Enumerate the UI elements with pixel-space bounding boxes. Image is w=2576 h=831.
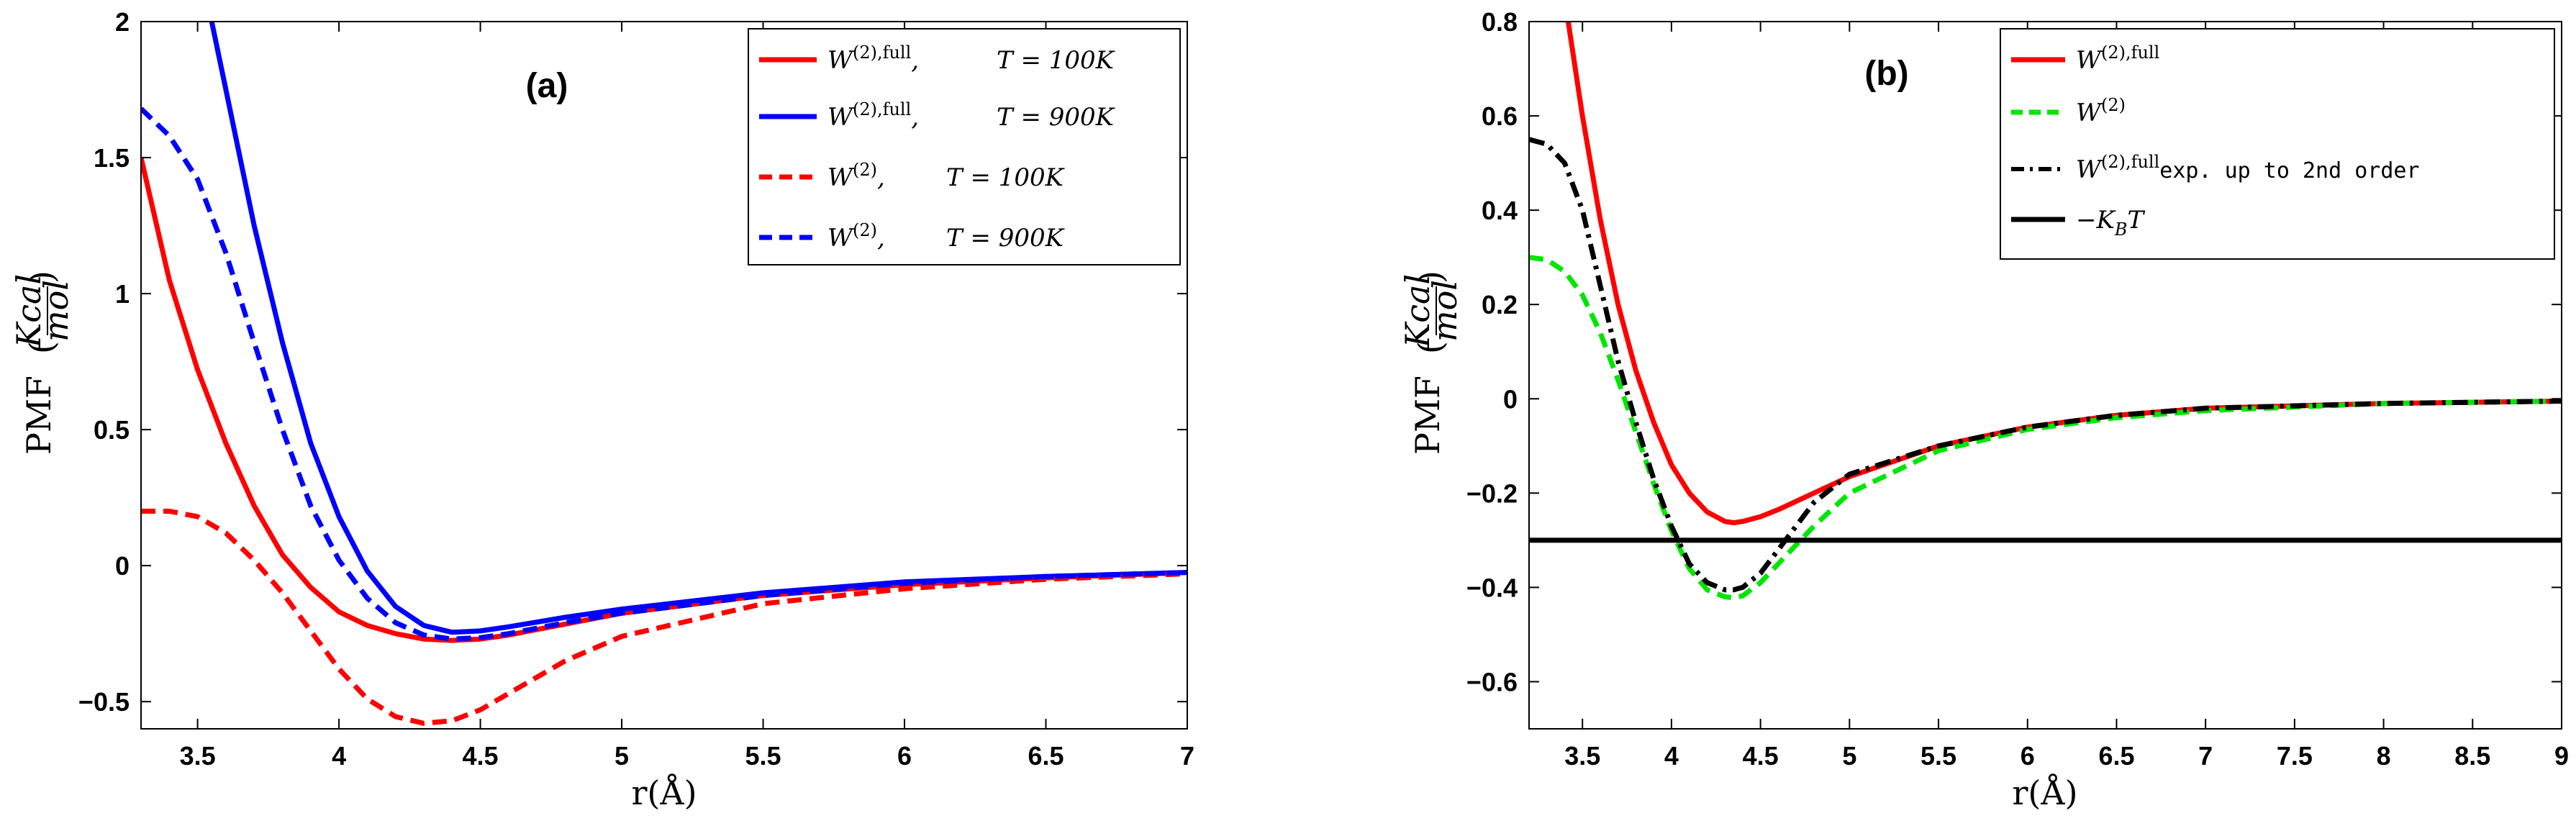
y-tick-label: 0.4 <box>1482 196 1518 225</box>
panel-a-legend: W(2),full, T = 100K W(2),full, T = 900K … <box>748 28 1181 265</box>
panel-b-legend: W(2),full W(2) W(2),fullexp. up to 2nd o… <box>2000 28 2555 260</box>
panel-b-curves <box>1529 22 2562 601</box>
y-tick-label: 1.5 <box>94 143 130 173</box>
panel-a: 3.5 4 4.5 5 5.5 6 6.5 7 −0.500.511.52 (a) r(Å) … <box>9 7 1194 812</box>
panel-b-y-ticks: −0.6 −0.4 −0.2 0 0.2 0.4 0.6 0.8 <box>1466 7 2562 696</box>
series-line-green-dashed-1 <box>1529 255 2562 601</box>
panel-b-axes-box <box>1528 21 2562 730</box>
y-tick-label: −0.2 <box>1466 478 1518 508</box>
panel-a-axes-box <box>140 21 1188 730</box>
legend-entry: W(2),full <box>2011 42 2159 75</box>
panel-a-y-open-paren: ( <box>22 341 61 354</box>
series-line-red-solid-0 <box>141 157 1187 643</box>
legend-entry: W(2) <box>2011 95 2126 127</box>
x-tick-label: 8.5 <box>2454 741 2490 771</box>
x-tick-label: 6.5 <box>1028 741 1063 771</box>
x-tick-label: 7 <box>1180 741 1194 771</box>
x-tick-label: 4 <box>332 741 346 771</box>
legend-entry: W(2),full, T = 100K <box>759 42 1116 75</box>
y-tick-label: 0 <box>115 551 130 581</box>
panel-a-y-axis-den: mol <box>37 280 76 342</box>
y-tick-label: −0.5 <box>78 687 130 717</box>
x-tick-label: 3.5 <box>1564 741 1600 771</box>
panel-b-x-axis-title: r(Å) <box>2012 773 2077 812</box>
panel-a-x-ticks: 3.5 4 4.5 5 5.5 6 6.5 7 <box>180 22 1194 771</box>
y-tick-label: 0.8 <box>1482 7 1518 37</box>
svg-text:W(2),full: W(2),full <box>2076 42 2159 75</box>
panel-b: 3.5 4 4.5 5 5.5 6 6.5 7 7.5 8 8.5 9 −0.6 −0.4 −0.2 0 0.… <box>1398 7 2569 812</box>
svg-text:−KBT: −KBT <box>2076 206 2146 240</box>
panel-b-y-axis-main: PMF <box>1408 376 1447 455</box>
panel-a-curves <box>141 22 1187 726</box>
panel-a-y-axis-title: PMF ( Kcal mol ) <box>9 271 76 455</box>
x-tick-label: 4.5 <box>463 741 499 771</box>
panel-b-label: (b) <box>1864 55 1908 93</box>
x-tick-label: 8 <box>2377 741 2391 771</box>
x-tick-label: 9 <box>2554 741 2569 771</box>
x-tick-label: 7.5 <box>2277 741 2313 771</box>
legend-entry: W(2), T = 900K <box>759 220 1066 253</box>
panel-a-y-ticks: −0.5 0 0.5 1 1.5 2 <box>78 7 1187 717</box>
svg-text:W(2),fullexp. up to 2nd order: W(2),fullexp. up to 2nd order <box>2076 152 2420 184</box>
x-tick-label: 4.5 <box>1743 741 1779 771</box>
y-tick-label: −0.6 <box>1466 667 1518 696</box>
y-tick-label: 1 <box>115 279 130 309</box>
x-tick-label: 3.5 <box>180 741 216 771</box>
series-line-black-dashdot-2 <box>1529 137 2562 593</box>
panel-b-y-axis-den: mol <box>1425 280 1464 342</box>
panel-b-y-axis-title: PMF ( Kcal mol ) <box>1398 271 1464 455</box>
series-line-blue-solid-1 <box>209 22 1187 635</box>
svg-text:T = 900K: T = 900K <box>946 224 1066 253</box>
panel-a-y-close-paren: ) <box>22 271 61 283</box>
series-line-blue-dashed-3 <box>141 106 1187 642</box>
y-tick-label: −0.4 <box>1466 573 1518 602</box>
svg-text:T = 100K: T = 100K <box>997 46 1116 75</box>
legend-entry: −KBT <box>2011 206 2146 240</box>
panel-a-legend-box <box>748 28 1181 265</box>
panel-b-legend-box <box>2000 28 2555 260</box>
y-tick-label: 2 <box>115 7 130 37</box>
svg-text:T = 900K: T = 900K <box>997 103 1116 132</box>
svg-text:W(2),full,: W(2),full, <box>827 42 919 75</box>
panel-a-y-axis-num: Kcal <box>9 274 48 348</box>
x-tick-label: 5 <box>614 741 629 771</box>
panel-a-y-axis-main: PMF <box>19 376 58 455</box>
x-tick-label: 5.5 <box>1920 741 1956 771</box>
panel-b-x-ticks: 3.5 4 4.5 5 5.5 6 6.5 7 7.5 8 8.5 9 <box>1564 22 2569 771</box>
x-tick-label: 6.5 <box>2098 741 2134 771</box>
svg-text:T = 100K: T = 100K <box>946 163 1066 192</box>
x-tick-label: 5.5 <box>745 741 781 771</box>
y-tick-label: 0 <box>1503 384 1518 414</box>
x-tick-label: 4 <box>1664 741 1679 771</box>
panel-b-y-open-paren: ( <box>1411 341 1450 354</box>
svg-text:W(2),full,: W(2),full, <box>827 99 919 132</box>
panel-a-label: (a) <box>526 67 568 105</box>
x-tick-label: 6 <box>897 741 912 771</box>
svg-text:W(2): W(2) <box>2076 95 2126 127</box>
x-tick-label: 7 <box>2198 741 2213 771</box>
x-tick-label: 6 <box>2021 741 2035 771</box>
legend-entry: W(2),full, T = 900K <box>759 99 1116 132</box>
series-line-red-dashed-2 <box>141 509 1187 726</box>
y-tick-label: 0.5 <box>94 415 130 445</box>
svg-text:W(2),: W(2), <box>827 220 885 253</box>
y-tick-label: 0.6 <box>1482 101 1518 131</box>
panel-b-y-axis-num: Kcal <box>1398 274 1437 348</box>
panel-a-x-axis-title: r(Å) <box>631 773 697 812</box>
x-tick-label: 5 <box>1842 741 1856 771</box>
y-tick-label: 0.2 <box>1482 290 1518 319</box>
legend-entry: W(2),fullexp. up to 2nd order <box>2011 152 2420 184</box>
legend-entry: W(2), T = 100K <box>759 160 1066 192</box>
panel-b-y-close-paren: ) <box>1411 271 1450 283</box>
svg-text:W(2),: W(2), <box>827 160 885 192</box>
